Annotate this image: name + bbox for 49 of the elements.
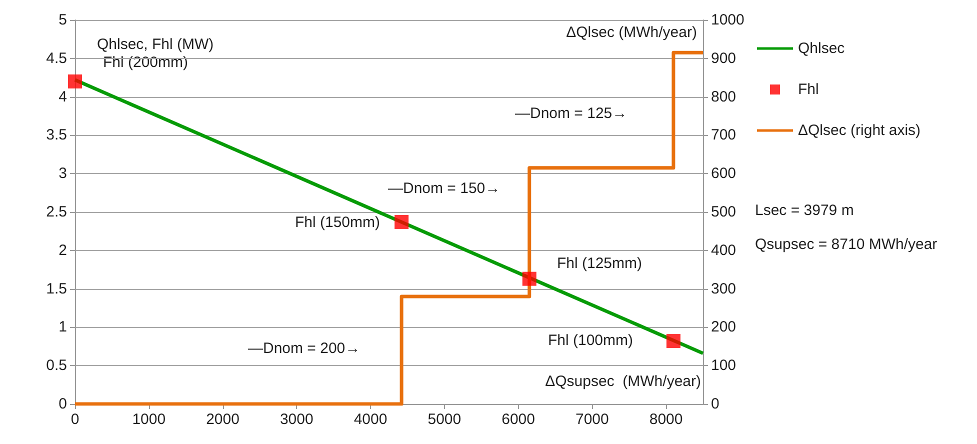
y2-axis-title: ΔQlsec (MWh/year) — [566, 24, 697, 41]
annotation: Fhl (100mm) — [548, 332, 634, 349]
x-tick-label: 0 — [70, 411, 80, 428]
y2-tick-label: 200 — [711, 318, 736, 336]
annotation: Fhl (150mm) — [294, 214, 380, 231]
legend-label: Qhlsec — [798, 40, 846, 57]
y-tick-label: 3 — [58, 165, 67, 182]
y2-tick-label: 900 — [711, 50, 736, 67]
y2-tick-label: 800 — [711, 88, 736, 106]
y-tick-label: 3.5 — [46, 126, 67, 144]
annotation: ΔQsupsec (MWh/year) — [545, 373, 701, 390]
point — [666, 334, 680, 348]
y-tick-label: 0.5 — [46, 357, 67, 374]
y2-tick-label: 600 — [711, 165, 736, 182]
y2-tick-label: 500 — [711, 204, 736, 220]
text: Qsupsec = 8710 MWh/year — [755, 236, 938, 253]
y2-tick-label: 700 — [711, 126, 736, 144]
point — [68, 74, 82, 88]
annotation: —Dnom = 200→ — [248, 340, 360, 357]
y-tick-label: 1 — [58, 318, 67, 336]
y2-tick-label: 0 — [711, 396, 720, 412]
point — [522, 272, 536, 286]
y-tick-label: 1.5 — [46, 280, 67, 298]
x-tick-label: 7000 — [575, 411, 609, 428]
x-tick-label: 8000 — [649, 411, 683, 428]
y-tick-label: 0 — [58, 396, 67, 412]
x-tick-label: 4000 — [354, 411, 388, 428]
y-tick-label: 5 — [58, 12, 67, 28]
y-tick-label: 2 — [58, 242, 67, 259]
y-tick-label: 4.5 — [46, 50, 67, 67]
point — [394, 214, 409, 229]
x-tick-label: 1000 — [132, 411, 166, 428]
annotation: —Dnom = 150→ — [388, 180, 500, 197]
y2-tick-label: 400 — [711, 242, 736, 259]
y2-tick-label: 300 — [711, 280, 736, 298]
text: Lsec = 3979 m — [755, 202, 854, 219]
y2-tick-label: 1000 — [711, 12, 744, 28]
y-axis-title: Qhlsec, Fhl (MW) — [97, 36, 214, 53]
x-tick-label: 3000 — [280, 411, 314, 428]
y-tick-label: 4 — [58, 88, 67, 106]
annotation: Fhl (125mm) — [557, 255, 642, 272]
x-tick-label: 6000 — [502, 411, 535, 428]
legend-label: ΔQlsec (right axis) — [798, 122, 921, 139]
legend-label: Fhl — [798, 81, 819, 98]
x-tick-label: 5000 — [428, 411, 462, 428]
y2-tick-label: 100 — [711, 357, 736, 374]
y-tick-label: 2.5 — [46, 204, 67, 220]
x-tick-label: 2000 — [206, 411, 240, 428]
annotation: —Dnom = 125→ — [515, 105, 628, 122]
